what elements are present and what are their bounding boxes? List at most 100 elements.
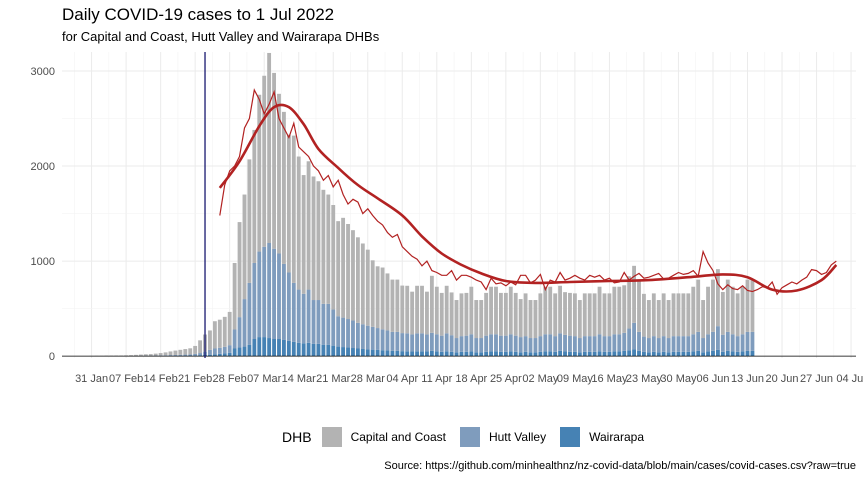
- bar-wairarapa: [252, 338, 257, 357]
- y-tick-label: 0: [49, 351, 55, 363]
- bar-capital-and-coast: [642, 293, 646, 337]
- bar-wairarapa: [676, 351, 681, 357]
- bar-capital-and-coast: [385, 273, 390, 331]
- bar-capital-and-coast: [735, 293, 740, 337]
- bar-hutt-valley: [528, 338, 533, 353]
- bar-hutt-valley: [336, 316, 341, 347]
- bar-wairarapa: [686, 351, 691, 357]
- stacked-bars: [62, 52, 856, 357]
- bar-wairarapa: [637, 350, 641, 357]
- legend-key-wairarapa: [560, 427, 581, 447]
- bar-capital-and-coast: [425, 291, 429, 335]
- bar-capital-and-coast: [577, 300, 582, 339]
- bar-capital-and-coast: [395, 279, 400, 332]
- legend-key-capital-and-coast: [321, 427, 342, 447]
- bar-capital-and-coast: [503, 292, 508, 336]
- bar-capital-and-coast: [326, 194, 331, 304]
- bar-hutt-valley: [587, 336, 592, 352]
- bar-hutt-valley: [711, 331, 715, 351]
- bar-capital-and-coast: [725, 279, 730, 332]
- bar-wairarapa: [415, 351, 420, 357]
- bar-hutt-valley: [198, 353, 203, 356]
- bar-hutt-valley: [375, 328, 380, 350]
- bar-capital-and-coast: [602, 293, 607, 337]
- y-tick-label: 2000: [31, 161, 55, 173]
- bar-capital-and-coast: [671, 293, 676, 337]
- bar-hutt-valley: [178, 354, 183, 356]
- bar-wairarapa: [464, 351, 469, 357]
- bar-capital-and-coast: [173, 350, 178, 355]
- bar-wairarapa: [277, 338, 281, 357]
- bar-hutt-valley: [291, 282, 296, 342]
- bar-hutt-valley: [533, 338, 538, 353]
- bar-hutt-valley: [582, 336, 587, 352]
- bar-capital-and-coast: [587, 293, 592, 337]
- bar-wairarapa: [568, 351, 572, 357]
- bar-capital-and-coast: [346, 224, 350, 320]
- bar-hutt-valley: [351, 320, 355, 349]
- bar-wairarapa: [646, 352, 651, 357]
- bar-hutt-valley: [405, 333, 410, 352]
- bar-hutt-valley: [725, 331, 730, 351]
- bar-capital-and-coast: [198, 340, 203, 354]
- bar-hutt-valley: [449, 335, 454, 352]
- bar-wairarapa: [666, 352, 671, 357]
- bar-hutt-valley: [237, 317, 242, 348]
- bar-hutt-valley: [563, 334, 567, 352]
- bar-capital-and-coast: [212, 321, 217, 349]
- bar-capital-and-coast: [257, 94, 262, 252]
- bar-hutt-valley: [385, 330, 390, 351]
- x-tick-label: 27 Jun: [800, 373, 833, 385]
- bar-capital-and-coast: [148, 354, 153, 356]
- bar-wairarapa: [454, 352, 459, 357]
- bar-hutt-valley: [355, 322, 360, 349]
- bar-hutt-valley: [365, 325, 370, 350]
- bar-hutt-valley: [508, 334, 513, 352]
- bar-capital-and-coast: [277, 93, 281, 254]
- x-axis: 31 Jan 07 Feb 14 Feb 21 Feb 28 Feb 07 Mar 14 M…: [75, 373, 864, 385]
- bar-hutt-valley: [489, 334, 493, 352]
- bar-wairarapa: [597, 351, 602, 357]
- bar-wairarapa: [523, 351, 528, 357]
- bar-hutt-valley: [538, 336, 543, 352]
- bar-capital-and-coast: [420, 285, 424, 334]
- bar-wairarapa: [730, 351, 735, 357]
- bar-capital-and-coast: [484, 292, 489, 336]
- bar-hutt-valley: [750, 331, 755, 351]
- bar-wairarapa: [577, 352, 582, 357]
- bar-wairarapa: [449, 351, 454, 357]
- bar-wairarapa: [380, 350, 385, 357]
- bar-capital-and-coast: [336, 221, 341, 317]
- bar-hutt-valley: [681, 336, 686, 352]
- bar-capital-and-coast: [459, 293, 464, 337]
- bar-capital-and-coast: [740, 286, 745, 335]
- bar-capital-and-coast: [469, 286, 474, 335]
- bar-capital-and-coast: [429, 275, 434, 333]
- legend: DHB Capital and Coast Hutt Valley Wairar…: [282, 426, 658, 448]
- bar-hutt-valley: [513, 335, 518, 352]
- bar-capital-and-coast: [518, 299, 523, 338]
- bar-wairarapa: [222, 353, 227, 357]
- bar-wairarapa: [632, 349, 636, 357]
- bar-capital-and-coast: [666, 300, 671, 339]
- bar-capital-and-coast: [291, 135, 296, 283]
- y-axis: 0 1000 2000 3000: [31, 66, 55, 363]
- bar-capital-and-coast: [568, 292, 572, 336]
- bar-hutt-valley: [523, 336, 528, 352]
- bar-capital-and-coast: [646, 300, 651, 339]
- x-tick-label: 20 Jun: [766, 373, 799, 385]
- bar-hutt-valley: [642, 336, 646, 352]
- bar-hutt-valley: [232, 329, 237, 349]
- bar-wairarapa: [720, 351, 725, 357]
- bar-wairarapa: [503, 351, 508, 357]
- bar-wairarapa: [296, 342, 301, 357]
- bar-hutt-valley: [617, 334, 622, 352]
- x-tick-label: 09 May: [557, 373, 594, 385]
- bar-capital-and-coast: [637, 279, 641, 332]
- bar-wairarapa: [212, 354, 217, 357]
- x-tick-label: 06 Jun: [696, 373, 729, 385]
- bar-capital-and-coast: [178, 349, 183, 355]
- bar-wairarapa: [543, 351, 548, 357]
- bar-capital-and-coast: [262, 75, 267, 247]
- bar-capital-and-coast: [306, 161, 311, 290]
